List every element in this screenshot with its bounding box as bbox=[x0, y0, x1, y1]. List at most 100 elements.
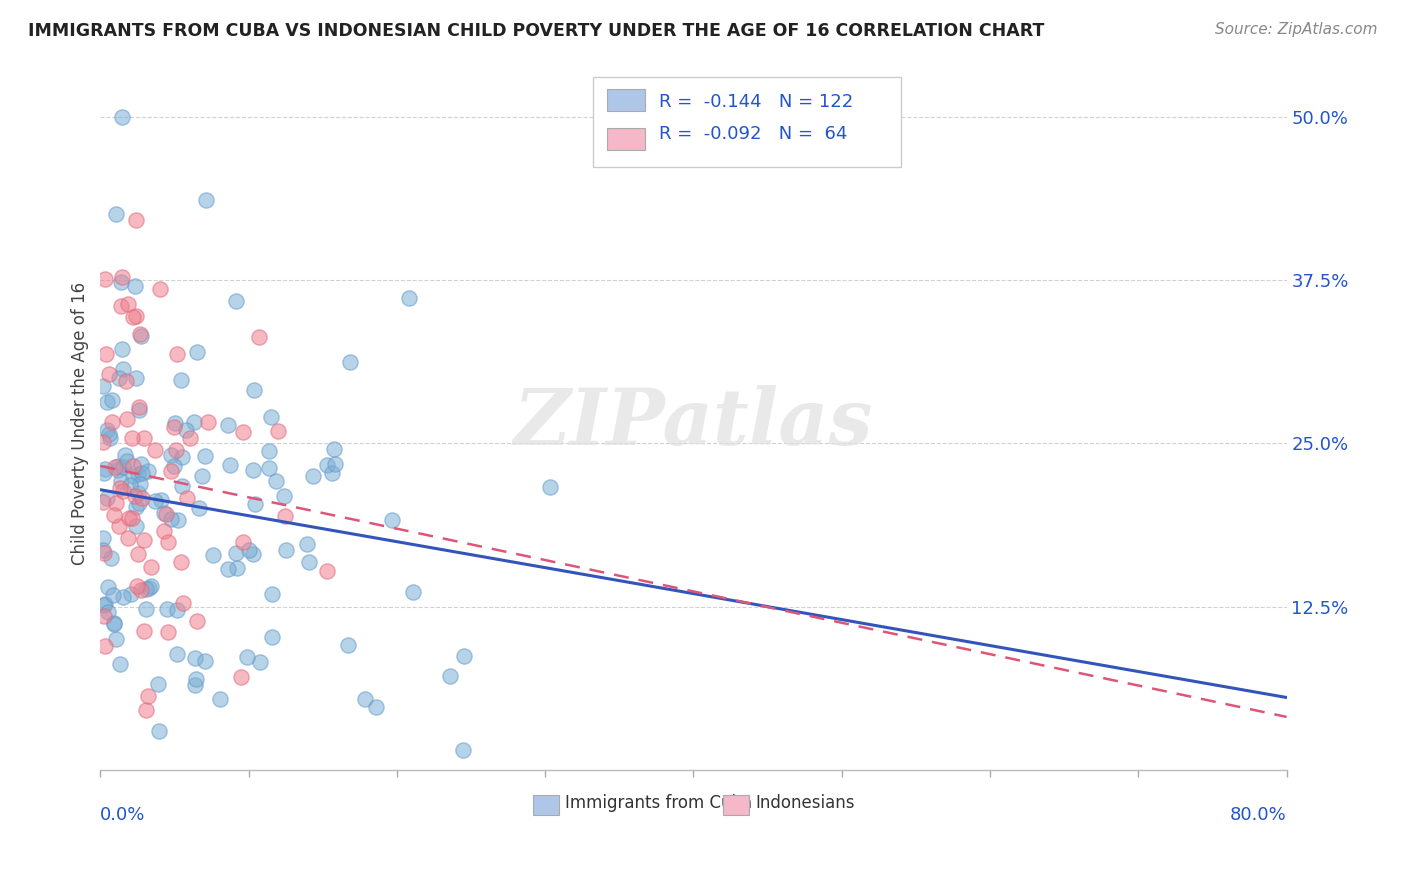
Point bbox=[364, 700, 387, 714]
Point bbox=[91, 435, 114, 450]
Point bbox=[129, 326, 152, 341]
Point bbox=[97, 605, 120, 619]
Point bbox=[238, 543, 260, 558]
Point bbox=[93, 546, 115, 560]
Point bbox=[183, 415, 205, 429]
Point bbox=[122, 469, 145, 483]
Point bbox=[315, 564, 337, 578]
Point bbox=[136, 689, 159, 703]
Point bbox=[94, 462, 117, 476]
Point bbox=[117, 297, 139, 311]
FancyBboxPatch shape bbox=[607, 128, 645, 150]
Point bbox=[135, 703, 157, 717]
FancyBboxPatch shape bbox=[533, 796, 560, 814]
Point bbox=[260, 587, 283, 601]
Point bbox=[242, 463, 264, 477]
Point bbox=[153, 524, 176, 538]
Point bbox=[91, 495, 114, 509]
Point bbox=[125, 213, 148, 227]
Point bbox=[94, 347, 117, 361]
Point bbox=[125, 519, 148, 533]
Point bbox=[94, 272, 117, 286]
Point bbox=[111, 270, 134, 285]
Text: Immigrants from Cuba: Immigrants from Cuba bbox=[565, 794, 752, 812]
Point bbox=[108, 657, 131, 671]
Point bbox=[243, 384, 266, 398]
Point bbox=[101, 588, 124, 602]
Point bbox=[242, 547, 264, 561]
Point bbox=[111, 459, 134, 474]
Point bbox=[172, 597, 194, 611]
Point bbox=[323, 442, 346, 456]
Point bbox=[107, 463, 129, 477]
Point bbox=[110, 275, 132, 289]
Point bbox=[101, 416, 124, 430]
Point bbox=[232, 535, 254, 549]
Point bbox=[143, 493, 166, 508]
Point bbox=[166, 513, 188, 527]
Point bbox=[107, 459, 129, 474]
FancyBboxPatch shape bbox=[593, 78, 901, 168]
Point bbox=[235, 649, 257, 664]
Point bbox=[97, 426, 120, 441]
Point bbox=[245, 497, 267, 511]
Point bbox=[120, 478, 142, 492]
Point bbox=[110, 342, 132, 356]
Point bbox=[94, 639, 117, 653]
Point bbox=[186, 615, 208, 629]
Point bbox=[100, 550, 122, 565]
Point bbox=[295, 536, 318, 550]
Point bbox=[249, 655, 271, 669]
Point bbox=[125, 579, 148, 593]
Point bbox=[149, 493, 172, 508]
Point bbox=[128, 402, 150, 417]
Point bbox=[264, 474, 287, 488]
Point bbox=[260, 631, 283, 645]
Point bbox=[194, 654, 217, 668]
Point bbox=[107, 371, 129, 385]
Point bbox=[122, 458, 145, 473]
Point bbox=[117, 453, 139, 467]
Point bbox=[170, 373, 193, 387]
Point bbox=[197, 415, 219, 429]
Point bbox=[398, 291, 420, 305]
Point bbox=[336, 638, 359, 652]
Point bbox=[160, 448, 183, 462]
Point bbox=[176, 491, 198, 505]
Point bbox=[155, 508, 177, 522]
Point bbox=[134, 624, 156, 639]
Point bbox=[165, 442, 187, 457]
Point bbox=[111, 110, 134, 124]
Point bbox=[166, 648, 188, 662]
Point bbox=[202, 548, 225, 562]
Point bbox=[128, 496, 150, 510]
Point bbox=[229, 670, 252, 684]
FancyBboxPatch shape bbox=[723, 796, 749, 814]
Point bbox=[184, 651, 207, 665]
Point bbox=[139, 560, 162, 574]
Point bbox=[110, 474, 132, 488]
Point bbox=[156, 624, 179, 639]
Point bbox=[325, 457, 347, 471]
Point bbox=[184, 673, 207, 687]
Point bbox=[129, 328, 152, 343]
Point bbox=[127, 467, 149, 482]
Point bbox=[184, 678, 207, 692]
Point bbox=[302, 469, 325, 483]
Point bbox=[103, 616, 125, 631]
Point bbox=[121, 510, 143, 524]
Point bbox=[117, 411, 139, 425]
Point bbox=[439, 669, 461, 683]
Point bbox=[157, 535, 180, 549]
Point bbox=[267, 424, 290, 438]
Point bbox=[91, 531, 114, 545]
Point bbox=[121, 431, 143, 445]
Point bbox=[274, 508, 297, 523]
Point bbox=[103, 508, 125, 522]
Y-axis label: Child Poverty Under the Age of 16: Child Poverty Under the Age of 16 bbox=[72, 282, 89, 566]
Point bbox=[298, 555, 321, 569]
Point bbox=[122, 310, 145, 324]
Point bbox=[187, 501, 209, 516]
Point bbox=[247, 329, 270, 343]
Point bbox=[111, 483, 134, 498]
